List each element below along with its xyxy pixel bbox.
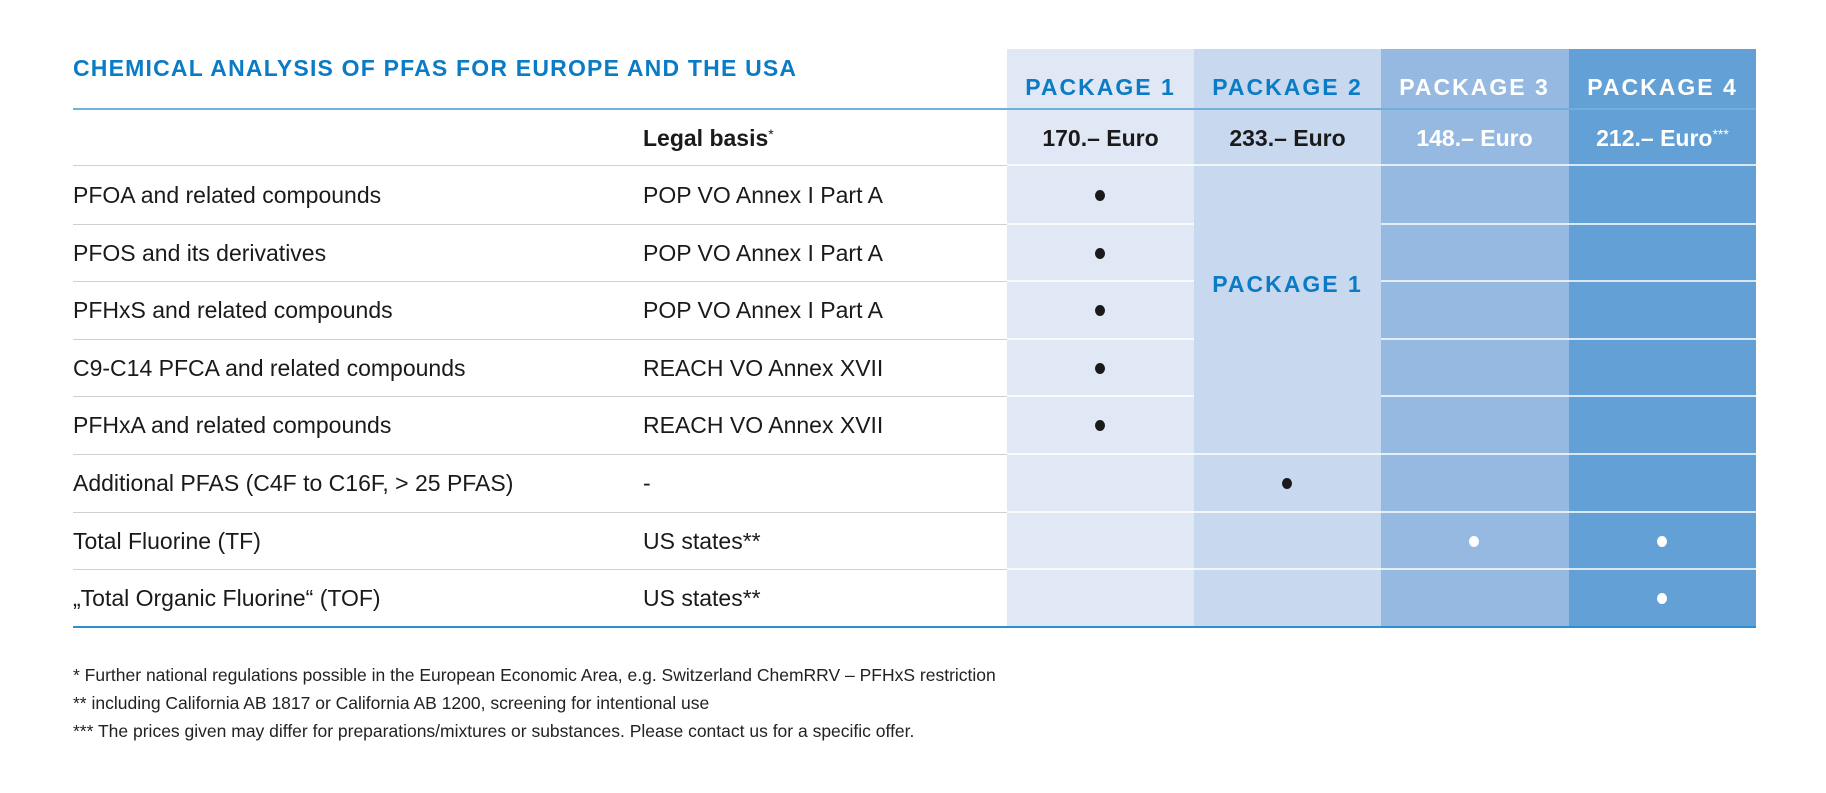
row-divider bbox=[1381, 395, 1756, 397]
row-divider bbox=[73, 512, 1007, 513]
legal-basis-cell: POP VO Annex I Part A bbox=[643, 239, 883, 266]
row-divider bbox=[73, 165, 1007, 166]
package-4-price: 212.– Euro*** bbox=[1569, 110, 1756, 166]
row-divider bbox=[1381, 280, 1756, 282]
legal-basis-cell: US states** bbox=[643, 527, 761, 554]
legal-basis-label: Legal basis bbox=[643, 125, 769, 151]
table-title: CHEMICAL ANALYSIS OF PFAS FOR EUROPE AND… bbox=[73, 55, 798, 81]
price-value: 212.– Euro bbox=[1596, 125, 1713, 151]
package-3-price: 148.– Euro bbox=[1381, 110, 1568, 166]
row-divider bbox=[1007, 223, 1194, 225]
substance-cell: „Total Organic Fluorine“ (TOF) bbox=[73, 585, 381, 612]
package-1-price: 170.– Euro bbox=[1007, 110, 1194, 166]
table-bottom-line bbox=[73, 626, 1756, 628]
row-divider bbox=[1007, 453, 1194, 455]
row-divider bbox=[1007, 164, 1756, 166]
row-divider bbox=[73, 396, 1007, 397]
package-3-header: PACKAGE 3 bbox=[1399, 74, 1550, 100]
row-divider bbox=[1007, 511, 1194, 513]
row-divider bbox=[1007, 568, 1194, 570]
substance-cell: C9-C14 PFCA and related compounds bbox=[73, 354, 466, 381]
included-dot-icon bbox=[1095, 362, 1105, 374]
included-dot-icon bbox=[1095, 420, 1105, 432]
package-2-price: 233.– Euro bbox=[1194, 110, 1381, 166]
row-divider bbox=[1381, 568, 1756, 570]
row-divider bbox=[73, 339, 1007, 340]
footnote-mark: * bbox=[768, 126, 774, 142]
included-dot-icon bbox=[1282, 478, 1292, 489]
legal-basis-cell: - bbox=[643, 470, 651, 496]
package-2-header: PACKAGE 2 bbox=[1212, 74, 1363, 100]
substance-cell: PFHxA and related compounds bbox=[73, 412, 392, 439]
package-1-header: PACKAGE 1 bbox=[1025, 74, 1176, 100]
package-4-header: PACKAGE 4 bbox=[1587, 74, 1738, 100]
header-divider bbox=[73, 108, 1756, 110]
substance-cell: Additional PFAS (C4F to C16F, > 25 PFAS) bbox=[73, 470, 514, 496]
price-value: 233.– Euro bbox=[1229, 125, 1346, 151]
substance-cell: PFHxS and related compounds bbox=[73, 297, 393, 324]
price-value: 148.– Euro bbox=[1416, 125, 1533, 151]
footnote-2: ** including California AB 1817 or Calif… bbox=[73, 693, 710, 713]
footnote-3: *** The prices given may differ for prep… bbox=[73, 721, 915, 741]
row-divider bbox=[73, 224, 1007, 225]
included-dot-icon bbox=[1657, 593, 1667, 605]
substance-cell: Total Fluorine (TF) bbox=[73, 527, 261, 554]
included-dot-icon bbox=[1657, 535, 1667, 547]
price-value: 170.– Euro bbox=[1042, 125, 1159, 151]
footnote-1: * Further national regulations possible … bbox=[73, 665, 996, 685]
legal-basis-cell: REACH VO Annex XVII bbox=[643, 412, 884, 439]
package-2-includes-package-1: PACKAGE 1 bbox=[1212, 271, 1363, 297]
row-divider bbox=[1007, 338, 1194, 340]
row-divider bbox=[1381, 338, 1756, 340]
row-divider bbox=[1381, 453, 1756, 455]
legal-basis-cell: POP VO Annex I Part A bbox=[643, 297, 883, 324]
legal-basis-header: Legal basis* bbox=[643, 109, 774, 167]
row-divider bbox=[1194, 453, 1381, 455]
included-dot-icon bbox=[1469, 535, 1479, 547]
included-dot-icon bbox=[1095, 247, 1105, 259]
included-dot-icon bbox=[1095, 190, 1105, 201]
row-divider bbox=[73, 454, 1007, 455]
row-divider bbox=[1007, 395, 1194, 397]
row-divider bbox=[1381, 223, 1756, 225]
row-divider bbox=[1381, 511, 1756, 513]
legal-basis-cell: US states** bbox=[643, 585, 761, 612]
package-2-column bbox=[1194, 49, 1381, 627]
row-divider bbox=[73, 569, 1007, 570]
substance-cell: PFOS and its derivatives bbox=[73, 239, 327, 266]
legal-basis-cell: REACH VO Annex XVII bbox=[643, 354, 884, 381]
row-divider bbox=[1194, 511, 1381, 513]
substance-cell: PFOA and related compounds bbox=[73, 182, 382, 208]
legal-basis-cell: POP VO Annex I Part A bbox=[643, 182, 883, 208]
row-divider bbox=[1007, 280, 1194, 282]
row-divider bbox=[73, 281, 1007, 282]
footnote-mark: *** bbox=[1712, 126, 1729, 142]
included-dot-icon bbox=[1095, 305, 1105, 317]
row-divider bbox=[1194, 568, 1381, 570]
